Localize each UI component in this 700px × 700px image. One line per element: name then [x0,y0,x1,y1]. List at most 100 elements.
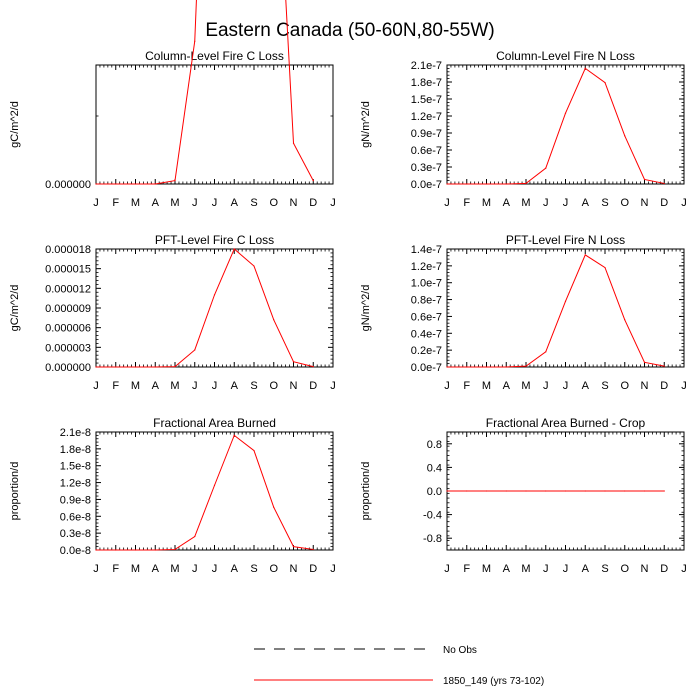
y-tick-label: 0.000018 [45,244,91,256]
x-tick-label: A [582,380,590,392]
x-tick-label: M [482,380,491,392]
data-point [292,546,295,548]
data-point [174,366,176,368]
data-point [233,248,235,250]
data-point [292,142,295,144]
x-tick-label: A [231,380,239,392]
x-tick-label: J [444,197,450,209]
plot-frame [95,431,334,551]
data-point [584,67,586,69]
x-tick-label: O [620,197,629,209]
panel-title: PFT-Level Fire N Loss [506,233,625,247]
x-tick-label: D [309,197,317,209]
x-tick-label: J [93,380,99,392]
x-tick-label: D [309,380,317,392]
x-tick-label: D [660,197,668,209]
y-tick-label: -0.8 [423,533,442,545]
x-tick-label: J [212,563,218,575]
data-point [213,484,216,486]
x-tick-label: J [681,380,687,392]
x-tick-label: N [290,380,298,392]
x-tick-label: J [543,197,549,209]
series-line-1 [96,248,314,368]
x-tick-label: J [543,563,549,575]
y-tick-label: 0.0 [427,486,442,498]
data-point [194,535,196,538]
y-axis-label: gN/m^2/d [360,101,372,148]
x-tick-label: M [482,197,491,209]
data-point [505,183,507,185]
y-tick-label: 0.9e-8 [60,494,91,506]
data-point [564,490,567,492]
x-tick-label: F [112,563,119,575]
plot-frame [446,248,685,368]
plot-frame [446,64,685,185]
legend-label-no-obs: No Obs [443,645,477,656]
x-tick-label: A [582,197,590,209]
y-tick-label: 1.8e-7 [411,77,442,89]
x-tick-label: A [152,563,160,575]
data-point [134,549,137,551]
y-tick-label: 1.0e-7 [411,278,442,290]
x-tick-label: O [269,380,278,392]
data-point [95,183,97,185]
x-tick-label: S [601,380,608,392]
x-tick-label: A [503,563,511,575]
y-tick-label: 0.8e-7 [411,295,442,307]
x-tick-label: F [463,563,470,575]
data-point [273,506,275,508]
x-tick-label: A [152,197,160,209]
y-tick-label: 0.3e-7 [411,162,442,174]
y-tick-label: 1.2e-7 [411,261,442,273]
data-point [663,490,665,492]
data-point [604,490,606,492]
x-tick-label: J [330,197,336,209]
x-tick-label: J [681,563,687,575]
y-tick-label: 0.3e-8 [60,528,91,540]
data-point [446,490,448,492]
series-line-1 [96,0,314,185]
y-tick-label: 1.5e-7 [411,94,442,106]
y-tick-label: 0.6e-8 [60,511,91,523]
x-tick-label: N [641,197,649,209]
data-point [194,40,196,42]
y-tick-label: 0.2e-7 [411,345,442,357]
data-point [466,490,468,492]
x-tick-label: M [170,380,179,392]
data-point [485,490,488,492]
data-point [564,112,567,114]
data-point [584,254,586,256]
y-tick-label: 1.4e-7 [411,244,442,256]
data-point [643,178,646,181]
x-tick-label: M [521,380,530,392]
x-tick-label: A [503,380,511,392]
data-point [312,366,314,368]
x-tick-label: S [250,380,257,392]
y-tick-label: -0.4 [423,510,442,522]
series-line-1 [447,254,665,368]
data-point [312,548,314,551]
x-tick-label: M [170,197,179,209]
x-tick-label: J [563,380,569,392]
data-point [604,81,606,84]
data-point [545,351,547,353]
y-tick-label: 1.8e-8 [60,444,91,456]
x-tick-label: S [250,563,257,575]
x-tick-label: F [112,197,119,209]
data-point [213,294,216,296]
x-tick-label: J [93,197,99,209]
data-point [545,490,547,492]
data-point [466,183,468,185]
y-tick-label: 0.000015 [45,264,91,276]
x-tick-label: J [212,197,218,209]
panel-title: PFT-Level Fire C Loss [155,233,274,247]
x-tick-label: J [93,563,99,575]
data-point [194,349,196,351]
y-axis-label: gC/m^2/d [9,285,21,332]
x-tick-label: J [543,380,549,392]
data-point [485,183,488,185]
